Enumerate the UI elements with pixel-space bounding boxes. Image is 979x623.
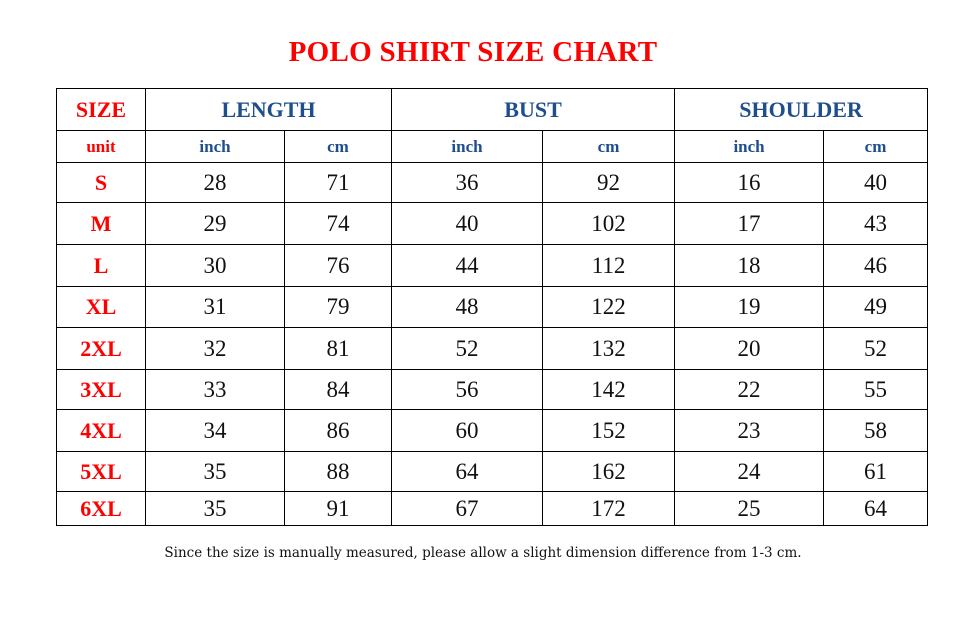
shoulder-cm-cell: 64	[823, 491, 929, 526]
length-cm-cell: 91	[283, 491, 393, 526]
size-cell: 3XL	[56, 369, 146, 410]
length-cm-cell: 81	[283, 327, 393, 370]
bust-cm-cell: 172	[542, 491, 676, 526]
shoulder-cm-cell: 40	[823, 162, 929, 203]
size-table: SIZE LENGTH BUST SHOULDER unit inch cm i…	[56, 88, 929, 526]
bust-cm-cell: 152	[542, 409, 676, 452]
table-row: XL 31 79 48 122 19 49	[56, 286, 929, 328]
length-inch-cell: 32	[145, 327, 285, 370]
table-row: M 29 74 40 102 17 43	[56, 202, 929, 245]
bust-cm-cell: 92	[542, 162, 676, 203]
size-cell: XL	[56, 286, 146, 328]
size-cell: 6XL	[56, 491, 146, 526]
unit-length-cm: cm	[283, 130, 393, 163]
length-inch-cell: 28	[145, 162, 285, 203]
shoulder-inch-cell: 23	[674, 409, 825, 452]
unit-length-inch: inch	[145, 130, 285, 163]
unit-bust-cm: cm	[542, 130, 676, 163]
table-row: L 30 76 44 112 18 46	[56, 244, 929, 287]
bust-cm-cell: 102	[542, 202, 676, 245]
shoulder-cm-cell: 61	[823, 451, 929, 492]
table-row: 4XL 34 86 60 152 23 58	[56, 409, 929, 452]
shoulder-inch-cell: 22	[674, 369, 825, 410]
size-header: SIZE	[56, 88, 146, 131]
length-inch-cell: 35	[145, 491, 285, 526]
length-cm-cell: 76	[283, 244, 393, 287]
size-cell: S	[56, 162, 146, 203]
shoulder-header: SHOULDER	[674, 88, 929, 131]
table-row: 3XL 33 84 56 142 22 55	[56, 369, 929, 410]
unit-shoulder-inch: inch	[674, 130, 825, 163]
unit-label: unit	[56, 130, 146, 163]
bust-inch-cell: 40	[391, 202, 544, 245]
length-inch-cell: 35	[145, 451, 285, 492]
length-cm-cell: 86	[283, 409, 393, 452]
group-header-row: SIZE LENGTH BUST SHOULDER	[56, 88, 929, 131]
size-cell: 2XL	[56, 327, 146, 370]
unit-header-row: unit inch cm inch cm inch cm	[56, 130, 929, 163]
bust-inch-cell: 44	[391, 244, 544, 287]
table-row: 2XL 32 81 52 132 20 52	[56, 327, 929, 370]
shoulder-inch-cell: 19	[674, 286, 825, 328]
length-cm-cell: 74	[283, 202, 393, 245]
length-inch-cell: 30	[145, 244, 285, 287]
bust-inch-cell: 36	[391, 162, 544, 203]
unit-shoulder-cm: cm	[823, 130, 929, 163]
length-inch-cell: 31	[145, 286, 285, 328]
bust-inch-cell: 48	[391, 286, 544, 328]
bust-cm-cell: 122	[542, 286, 676, 328]
shoulder-inch-cell: 25	[674, 491, 825, 526]
size-cell: M	[56, 202, 146, 245]
chart-title: POLO SHIRT SIZE CHART	[288, 36, 658, 68]
length-cm-cell: 88	[283, 451, 393, 492]
measurement-note: Since the size is manually measured, ple…	[164, 545, 802, 561]
length-cm-cell: 79	[283, 286, 393, 328]
shoulder-cm-cell: 52	[823, 327, 929, 370]
bust-inch-cell: 64	[391, 451, 544, 492]
length-inch-cell: 34	[145, 409, 285, 452]
length-inch-cell: 29	[145, 202, 285, 245]
bust-inch-cell: 56	[391, 369, 544, 410]
length-header: LENGTH	[144, 88, 393, 131]
bust-cm-cell: 112	[542, 244, 676, 287]
shoulder-inch-cell: 20	[674, 327, 825, 370]
shoulder-cm-cell: 43	[823, 202, 929, 245]
shoulder-inch-cell: 18	[674, 244, 825, 287]
length-inch-cell: 33	[145, 369, 285, 410]
bust-inch-cell: 52	[391, 327, 544, 370]
shoulder-cm-cell: 55	[823, 369, 929, 410]
table-row: 6XL 35 91 67 172 25 64	[56, 491, 929, 526]
bust-cm-cell: 162	[542, 451, 676, 492]
bust-cm-cell: 132	[542, 327, 676, 370]
bust-header: BUST	[391, 88, 676, 131]
table-row: 5XL 35 88 64 162 24 61	[56, 451, 929, 492]
bust-inch-cell: 60	[391, 409, 544, 452]
shoulder-cm-cell: 58	[823, 409, 929, 452]
bust-cm-cell: 142	[542, 369, 676, 410]
bust-inch-cell: 67	[391, 491, 544, 526]
shoulder-cm-cell: 49	[823, 286, 929, 328]
length-cm-cell: 84	[283, 369, 393, 410]
shoulder-inch-cell: 24	[674, 451, 825, 492]
size-cell: 5XL	[56, 451, 146, 492]
size-cell: L	[56, 244, 146, 287]
shoulder-cm-cell: 46	[823, 244, 929, 287]
length-cm-cell: 71	[283, 162, 393, 203]
size-cell: 4XL	[56, 409, 146, 452]
unit-bust-inch: inch	[391, 130, 544, 163]
table-row: S 28 71 36 92 16 40	[56, 162, 929, 203]
shoulder-inch-cell: 17	[674, 202, 825, 245]
shoulder-inch-cell: 16	[674, 162, 825, 203]
